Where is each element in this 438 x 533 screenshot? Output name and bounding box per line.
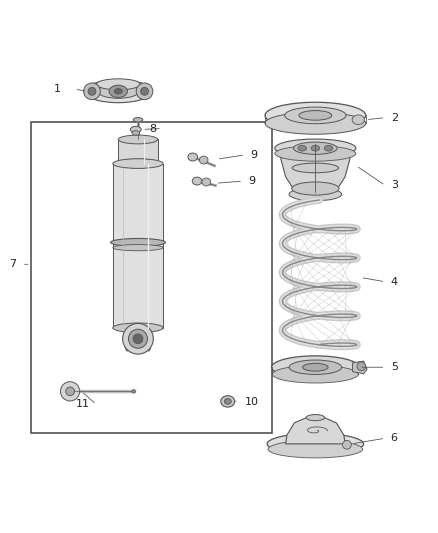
Text: 8: 8	[150, 124, 157, 134]
Circle shape	[123, 324, 153, 354]
Ellipse shape	[267, 433, 364, 455]
Bar	[113, 164, 163, 328]
Text: 1: 1	[53, 84, 60, 94]
Ellipse shape	[96, 79, 140, 90]
Polygon shape	[286, 418, 345, 444]
Ellipse shape	[292, 182, 339, 195]
Text: 3: 3	[391, 181, 398, 190]
Ellipse shape	[132, 131, 140, 135]
Ellipse shape	[113, 159, 163, 168]
Text: 6: 6	[391, 433, 398, 443]
Ellipse shape	[146, 327, 152, 351]
Circle shape	[88, 87, 96, 95]
Ellipse shape	[265, 112, 366, 134]
Text: 9: 9	[251, 150, 258, 160]
Ellipse shape	[285, 107, 346, 124]
Ellipse shape	[268, 440, 363, 458]
Circle shape	[60, 382, 80, 401]
Text: 5: 5	[391, 362, 398, 372]
Ellipse shape	[199, 156, 208, 164]
Ellipse shape	[352, 115, 364, 125]
Ellipse shape	[110, 238, 166, 246]
Ellipse shape	[272, 356, 359, 378]
Ellipse shape	[109, 85, 127, 98]
Circle shape	[133, 334, 143, 344]
Ellipse shape	[192, 177, 202, 185]
Ellipse shape	[124, 327, 130, 351]
Ellipse shape	[113, 323, 163, 333]
Ellipse shape	[133, 118, 143, 122]
Ellipse shape	[221, 395, 235, 407]
Ellipse shape	[131, 126, 141, 133]
Text: 2: 2	[391, 112, 398, 123]
Ellipse shape	[311, 146, 320, 151]
Ellipse shape	[292, 163, 339, 173]
Ellipse shape	[202, 178, 211, 186]
Ellipse shape	[303, 364, 328, 371]
Ellipse shape	[275, 146, 356, 161]
Circle shape	[343, 440, 351, 449]
Circle shape	[128, 329, 148, 348]
Ellipse shape	[289, 188, 342, 201]
Ellipse shape	[275, 139, 356, 157]
Polygon shape	[353, 361, 367, 374]
Circle shape	[66, 387, 74, 395]
Text: 7: 7	[10, 260, 17, 269]
Bar	[31, 122, 272, 433]
Ellipse shape	[324, 146, 333, 151]
Circle shape	[357, 362, 366, 371]
Ellipse shape	[224, 399, 231, 404]
Ellipse shape	[114, 88, 122, 94]
Circle shape	[84, 83, 100, 100]
Ellipse shape	[289, 360, 342, 375]
Ellipse shape	[118, 159, 158, 168]
Ellipse shape	[188, 153, 198, 161]
Polygon shape	[279, 154, 351, 188]
Circle shape	[136, 83, 153, 100]
Ellipse shape	[293, 142, 337, 155]
Ellipse shape	[272, 366, 358, 383]
Ellipse shape	[84, 80, 152, 103]
Ellipse shape	[113, 245, 163, 251]
Ellipse shape	[265, 102, 366, 128]
Text: 10: 10	[245, 397, 259, 407]
Text: 11: 11	[76, 399, 90, 409]
Ellipse shape	[299, 110, 332, 120]
Circle shape	[141, 87, 148, 95]
Text: 4: 4	[391, 277, 398, 287]
Ellipse shape	[132, 390, 135, 393]
Ellipse shape	[298, 146, 307, 151]
Ellipse shape	[97, 84, 139, 98]
Bar	[118, 140, 158, 164]
Ellipse shape	[118, 135, 158, 144]
Text: 9: 9	[248, 176, 255, 186]
Ellipse shape	[306, 415, 325, 421]
